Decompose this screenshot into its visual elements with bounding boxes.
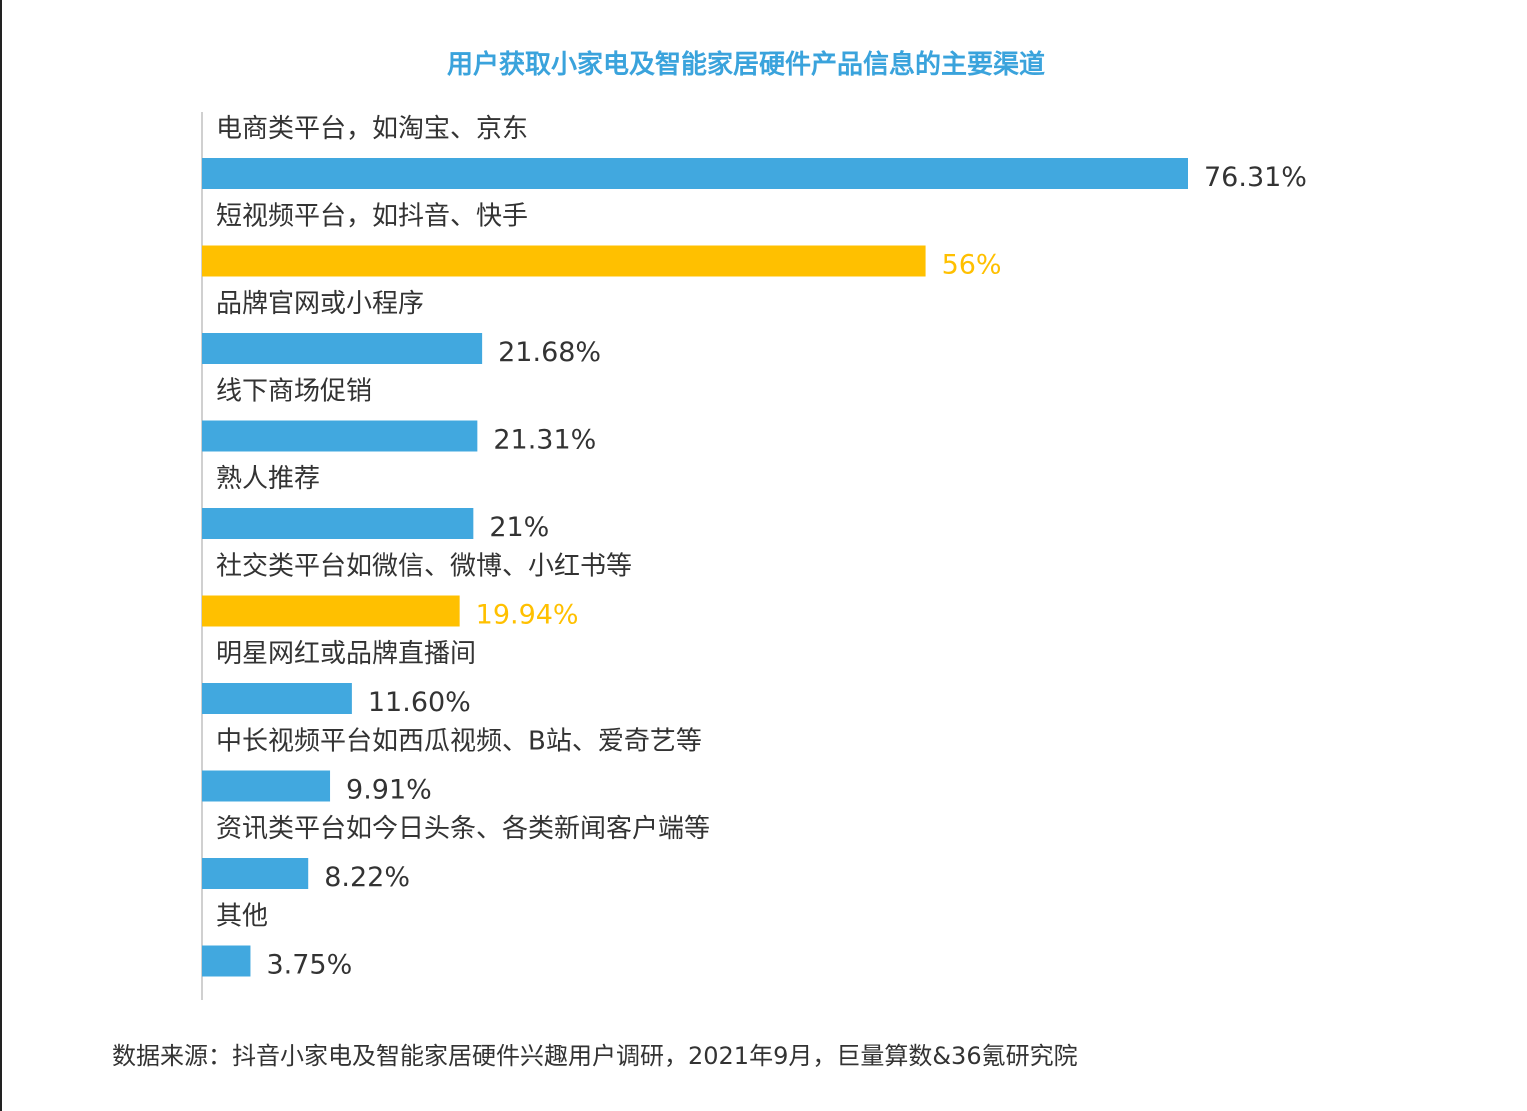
category-label: 电商类平台，如淘宝、京东 bbox=[216, 114, 528, 144]
value-label: 56% bbox=[942, 250, 1002, 281]
value-label: 3.75% bbox=[266, 950, 352, 981]
value-label: 21.68% bbox=[498, 337, 601, 368]
frame-left-border bbox=[0, 0, 2, 1111]
value-label: 21% bbox=[489, 512, 549, 543]
bar bbox=[202, 595, 460, 627]
bar bbox=[202, 158, 1188, 189]
category-label: 社交类平台如微信、微博、小红书等 bbox=[216, 552, 632, 582]
source-note: 数据来源：抖音小家电及智能家居硬件兴趣用户调研，2021年9月，巨量算数&36氪… bbox=[112, 1042, 1078, 1070]
bar bbox=[202, 945, 251, 977]
bar bbox=[202, 683, 352, 714]
category-label: 线下商场促销 bbox=[216, 377, 372, 407]
value-label: 76.31% bbox=[1204, 162, 1307, 193]
bar bbox=[202, 420, 478, 452]
value-label: 8.22% bbox=[324, 862, 410, 893]
value-label: 19.94% bbox=[476, 600, 579, 631]
value-label: 9.91% bbox=[346, 775, 432, 806]
bar bbox=[202, 245, 926, 277]
bar bbox=[202, 508, 474, 539]
category-label: 其他 bbox=[216, 902, 268, 932]
category-label: 品牌官网或小程序 bbox=[216, 289, 424, 319]
category-label: 短视频平台，如抖音、快手 bbox=[216, 202, 528, 232]
bar bbox=[202, 333, 483, 364]
chart-title: 用户获取小家电及智能家居硬件产品信息的主要渠道 bbox=[446, 50, 1045, 80]
category-label: 中长视频平台如西瓜视频、B站、爱奇艺等 bbox=[216, 727, 702, 757]
value-label: 21.31% bbox=[493, 425, 596, 456]
value-label: 11.60% bbox=[368, 687, 471, 718]
bar bbox=[202, 858, 309, 889]
category-label: 明星网红或品牌直播间 bbox=[216, 639, 476, 669]
category-label: 资讯类平台如今日头条、各类新闻客户端等 bbox=[216, 814, 710, 844]
category-label: 熟人推荐 bbox=[216, 464, 320, 494]
bar bbox=[202, 770, 331, 802]
